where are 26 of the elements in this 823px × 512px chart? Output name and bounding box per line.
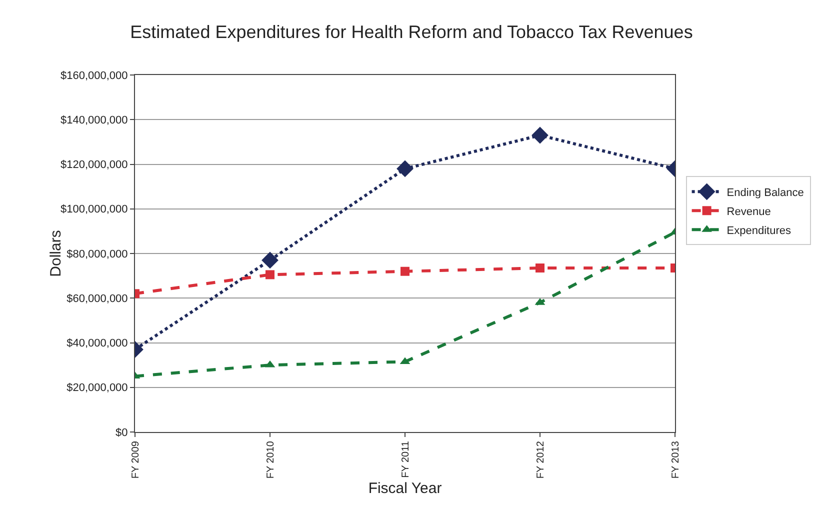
point <box>266 270 274 280</box>
x-tick-label: FY 2009 <box>130 440 142 479</box>
x-tick-label: FY 2011 <box>400 440 412 478</box>
x-tick-label: FY 2012 <box>535 440 546 479</box>
legend-label: Expenditures <box>726 224 792 237</box>
y-tick-label: $0 <box>116 426 128 439</box>
point <box>400 266 410 276</box>
x-tick-label: FY 2010 <box>265 440 276 479</box>
point <box>536 264 544 272</box>
y-tick-label: $20,000,000 <box>66 382 128 394</box>
y-tick-label: $40,000,000 <box>66 338 128 350</box>
x-axis-title: Fiscal Year <box>368 480 442 497</box>
y-tick-label: $140,000,000 <box>60 114 128 126</box>
point <box>262 252 278 269</box>
point <box>532 126 548 144</box>
x-tick-label: FY 2013 <box>670 440 682 479</box>
y-tick-label: $80,000,000 <box>66 248 128 260</box>
y-axis-title: Dollars <box>48 230 65 277</box>
chart-title: Estimated Expenditures for Health Reform and Tobacco Tax Revenues <box>130 22 693 42</box>
legend-label: Revenue <box>726 206 771 218</box>
y-tick-label: $60,000,000 <box>66 292 128 305</box>
point <box>396 160 414 178</box>
y-tick-label: $100,000,000 <box>60 204 128 216</box>
legend-label: Ending Balance <box>726 186 804 199</box>
y-tick-label: $160,000,000 <box>60 70 128 82</box>
y-tick-label: $120,000,000 <box>60 159 128 172</box>
